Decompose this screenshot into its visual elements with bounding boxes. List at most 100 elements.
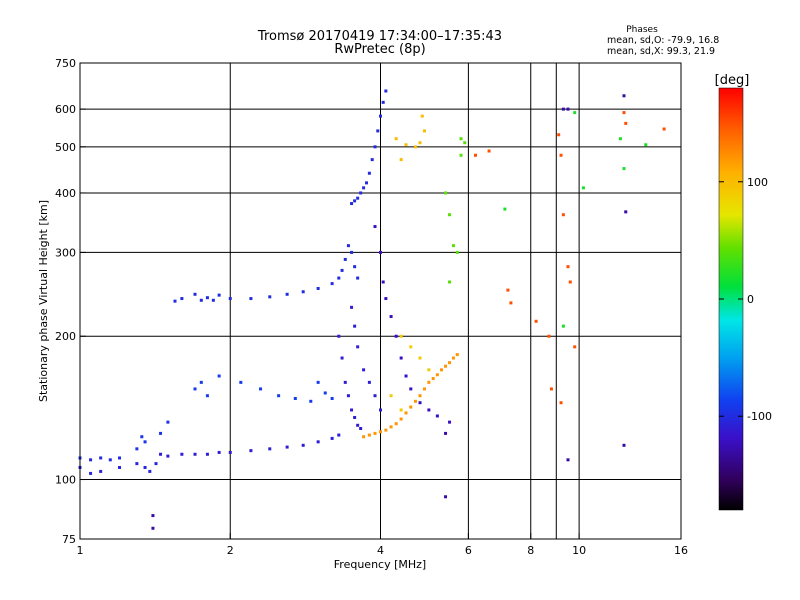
data-point — [340, 356, 344, 360]
data-point — [622, 94, 626, 98]
data-point — [622, 167, 626, 171]
data-point — [389, 425, 393, 429]
data-point — [487, 149, 491, 153]
data-point — [337, 276, 341, 280]
data-point — [373, 394, 377, 398]
data-point — [346, 394, 350, 398]
data-point — [376, 129, 380, 133]
chart-title-line2: RwPretec (8p) — [334, 42, 425, 57]
data-point — [404, 374, 408, 378]
data-point — [379, 408, 382, 412]
x-tick-label: 6 — [465, 544, 472, 557]
data-point — [359, 426, 363, 430]
y-tick-label: 100 — [55, 474, 76, 487]
data-point — [389, 315, 393, 319]
data-point — [459, 153, 463, 157]
colorbar-tick-label: 100 — [747, 176, 768, 189]
x-tick-label: 8 — [527, 544, 534, 557]
data-point — [356, 423, 360, 427]
data-point — [316, 440, 320, 444]
data-point — [662, 127, 666, 131]
data-point — [277, 394, 281, 398]
data-point — [268, 295, 272, 299]
data-point — [622, 111, 626, 115]
data-point — [561, 213, 565, 217]
data-point — [193, 292, 197, 296]
data-point — [356, 345, 360, 349]
data-point — [448, 420, 452, 424]
data-point — [557, 133, 561, 137]
grid-lines — [80, 63, 681, 539]
data-point — [140, 435, 144, 439]
data-point — [249, 449, 253, 453]
data-point — [148, 469, 152, 473]
data-point — [346, 244, 350, 248]
data-point — [373, 431, 377, 435]
data-point — [193, 452, 197, 456]
data-point — [561, 107, 565, 111]
data-point — [166, 420, 170, 424]
x-axis-label: Frequency [MHz] — [334, 558, 426, 571]
data-point — [323, 391, 327, 395]
data-point — [285, 445, 289, 449]
colorbar-tick-label: 0 — [747, 293, 754, 306]
data-point — [205, 394, 209, 398]
data-point — [118, 456, 122, 460]
data-point — [199, 380, 203, 384]
data-point — [211, 298, 215, 302]
data-point — [418, 401, 422, 405]
data-point — [444, 191, 448, 195]
data-point — [362, 186, 366, 190]
data-point — [309, 399, 313, 403]
data-point — [413, 145, 417, 149]
chart-title-line1: Tromsø 20170419 17:34:00–17:35:43 — [257, 29, 502, 44]
phase-info-o: mean, sd,O: -79.9, 16.8 — [607, 35, 719, 46]
data-point — [301, 443, 305, 447]
data-point — [399, 356, 403, 360]
data-point — [379, 114, 382, 118]
data-point — [359, 191, 363, 195]
data-point — [455, 250, 459, 254]
data-point — [285, 292, 289, 296]
phase-info-x: mean, sd,X: 99.3, 21.9 — [607, 46, 715, 57]
data-point — [217, 450, 221, 454]
data-point — [268, 447, 272, 451]
data-point — [228, 297, 232, 301]
y-tick-label: 75 — [62, 533, 76, 546]
data-point — [353, 199, 357, 203]
data-point — [180, 452, 184, 456]
data-point — [362, 368, 366, 372]
data-point — [503, 207, 507, 211]
data-point — [409, 345, 413, 349]
data-point — [409, 405, 413, 409]
data-point — [353, 415, 357, 419]
data-point — [239, 380, 243, 384]
data-point — [381, 100, 385, 104]
axis-ticks: 1 2 4 6 8 10 16 75 100 200 300 400 500 600 750 — [55, 57, 688, 557]
data-point — [356, 276, 360, 280]
data-point — [566, 107, 570, 111]
data-point — [473, 153, 477, 157]
data-point — [151, 526, 155, 530]
colorbar-unit-label: [deg] — [715, 73, 750, 88]
data-point — [451, 356, 455, 360]
data-point — [431, 377, 435, 381]
data-point — [534, 319, 538, 323]
data-point — [444, 495, 448, 499]
data-point — [506, 288, 510, 292]
data-point — [330, 436, 334, 440]
data-point — [205, 452, 209, 456]
data-point — [350, 250, 354, 254]
y-tick-label: 500 — [55, 141, 76, 154]
data-point — [373, 145, 377, 149]
data-point — [173, 299, 177, 303]
data-point — [644, 143, 648, 147]
y-tick-label: 200 — [55, 330, 76, 343]
data-point — [166, 454, 170, 458]
data-point — [409, 387, 413, 391]
data-point — [205, 296, 209, 300]
data-point — [622, 443, 626, 447]
data-point — [343, 380, 347, 384]
data-point — [394, 422, 398, 426]
data-point — [547, 334, 551, 338]
